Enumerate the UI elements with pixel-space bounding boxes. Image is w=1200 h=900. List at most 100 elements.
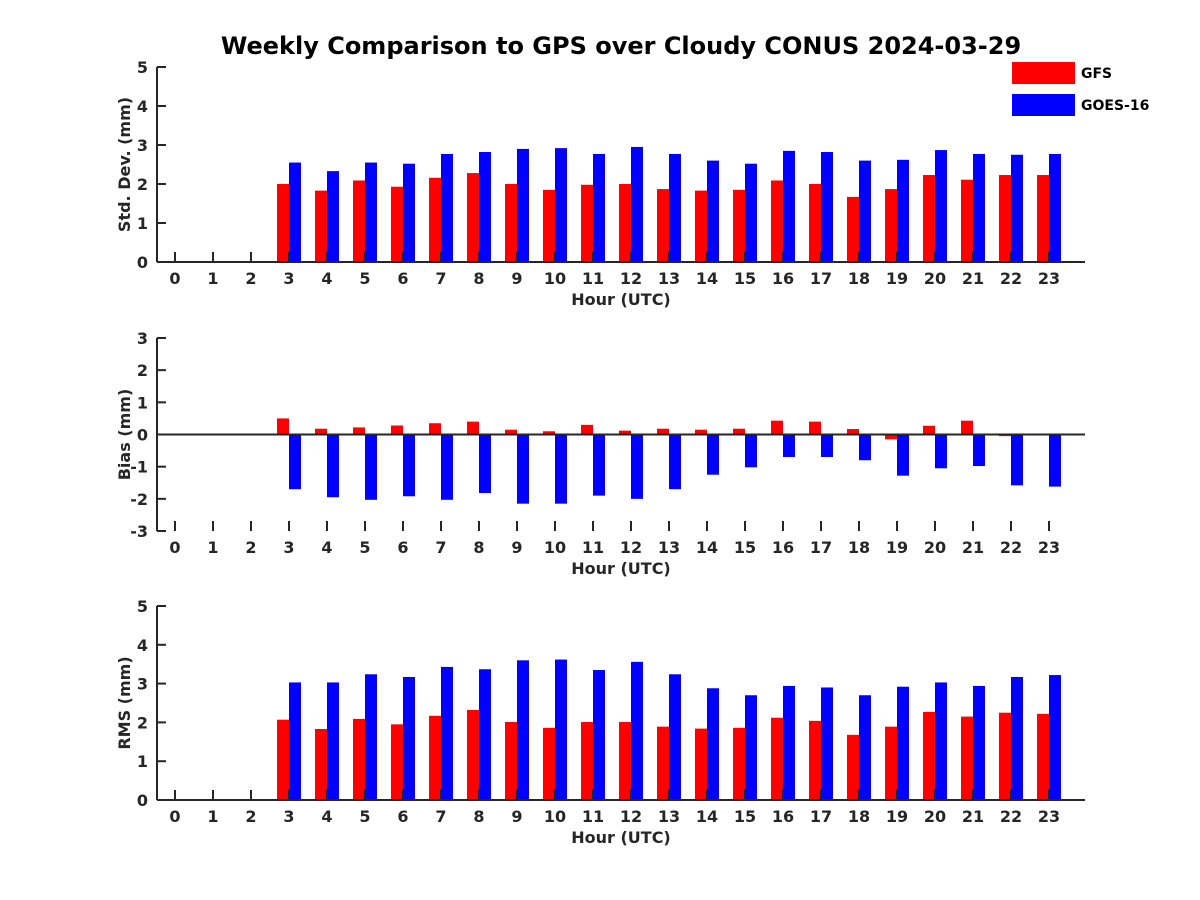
bar [695,728,707,800]
bar [619,430,631,435]
bar [961,179,973,262]
bar [315,428,327,435]
y-tick-label: 1 [137,752,148,771]
x-tick-label: 20 [924,269,946,288]
bar [365,162,377,262]
bar [847,734,859,800]
bar [897,686,909,800]
x-tick-label: 4 [321,807,332,826]
x-tick-label: 22 [1000,269,1022,288]
series-gfs [277,709,1049,800]
bar [999,712,1011,800]
x-tick-label: 3 [283,807,294,826]
bar [289,434,301,490]
x-tick-label: 1 [207,807,218,826]
bar [277,184,289,262]
bar [403,434,415,497]
bar [391,186,403,262]
x-tick-label: 8 [473,538,484,557]
bar [543,727,555,800]
x-tick-label: 0 [169,269,180,288]
bar [593,670,605,800]
x-tick-label: 0 [169,807,180,826]
series-goes-16 [289,659,1061,800]
y-axis-label: RMS (mm) [115,656,134,749]
bar [783,434,795,458]
bar [1011,677,1023,800]
x-tick-label: 22 [1000,538,1022,557]
bar [1049,675,1061,800]
bar [733,727,745,800]
bar [935,434,947,469]
series-gfs [277,173,1049,262]
x-tick-label: 21 [962,269,984,288]
x-tick-label: 2 [245,538,256,557]
y-tick-label: 0 [137,426,148,445]
x-tick-label: 7 [435,807,446,826]
bar [441,666,453,800]
bar [619,722,631,800]
x-tick-label: 12 [620,269,642,288]
bar [745,434,757,468]
bar [353,427,365,435]
x-tick-label: 13 [658,269,680,288]
bar [517,660,529,800]
bar [885,726,897,800]
bar [1049,434,1061,487]
y-tick-label: 5 [137,58,148,77]
bar [593,153,605,262]
x-tick-label: 1 [207,269,218,288]
x-tick-label: 4 [321,538,332,557]
x-tick-label: 15 [734,538,756,557]
bar [733,428,745,435]
bar [441,434,453,500]
legend-entry-goes-16: GOES-16 [1012,94,1149,116]
bar [441,153,453,262]
bar [517,434,529,504]
x-tick-label: 2 [245,269,256,288]
bar [1037,175,1049,262]
bar [783,150,795,262]
x-tick-label: 11 [582,807,604,826]
x-tick-label: 7 [435,538,446,557]
bar [1037,713,1049,800]
x-tick-label: 21 [962,538,984,557]
x-tick-label: 8 [473,269,484,288]
bar [885,189,897,262]
x-tick-label: 20 [924,538,946,557]
bar [923,425,935,435]
bar [707,160,719,262]
x-tick-label: 19 [886,538,908,557]
bar [847,429,859,435]
legend-label: GFS [1081,66,1112,82]
x-tick-label: 16 [772,269,794,288]
x-tick-label: 5 [359,807,370,826]
y-tick-label: 2 [137,713,148,732]
y-tick-label: 2 [137,361,148,380]
bar [429,177,441,262]
bar [859,434,871,461]
x-tick-label: 3 [283,269,294,288]
bar [289,682,301,800]
bar [631,146,643,262]
legend-entry-gfs: GFS [1012,62,1112,84]
bar [315,729,327,800]
x-tick-label: 20 [924,807,946,826]
x-tick-label: 14 [696,538,718,557]
x-tick-label: 6 [397,269,408,288]
y-tick-label: -1 [130,458,148,477]
bar [809,184,821,262]
bar [885,434,897,440]
bar [315,190,327,262]
bar [327,434,339,498]
bar [771,180,783,262]
x-tick-label: 4 [321,269,332,288]
x-tick-label: 18 [848,807,870,826]
bar [277,418,289,435]
x-tick-label: 19 [886,269,908,288]
x-axis-label: Hour (UTC) [571,828,671,847]
x-tick-label: 6 [397,538,408,557]
